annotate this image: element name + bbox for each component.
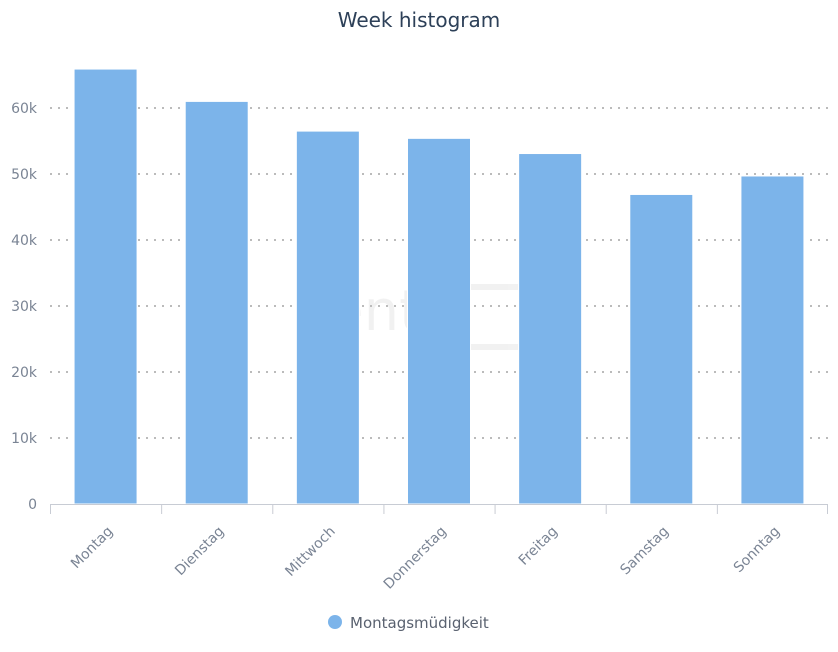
bar-freitag[interactable] bbox=[518, 153, 583, 505]
x-tick-label: Dienstag bbox=[172, 524, 227, 579]
y-tick-label: 10k bbox=[11, 431, 38, 447]
y-tick-label: 20k bbox=[11, 365, 38, 381]
bar-dienstag[interactable] bbox=[184, 100, 249, 505]
legend-marker bbox=[328, 615, 342, 629]
y-tick-label: 0 bbox=[28, 497, 37, 513]
bar-sonntag[interactable] bbox=[740, 175, 805, 505]
y-tick-label: 30k bbox=[11, 299, 38, 315]
x-tick-label: Montag bbox=[68, 524, 116, 572]
bar-samstag[interactable] bbox=[629, 193, 694, 505]
x-tick-label: Donnerstag bbox=[381, 524, 450, 593]
y-tick-label: 50k bbox=[11, 167, 38, 183]
y-tick-label: 40k bbox=[11, 233, 38, 249]
y-tick-label: 60k bbox=[11, 101, 38, 117]
x-tick-label: Sonntag bbox=[731, 524, 783, 576]
chart-title: Week histogram bbox=[338, 8, 501, 32]
bar-mittwoch[interactable] bbox=[295, 130, 360, 505]
x-tick-label: Freitag bbox=[516, 524, 561, 569]
bar-montag[interactable] bbox=[73, 68, 138, 505]
x-tick-label: Mittwoch bbox=[282, 524, 338, 580]
legend-label[interactable]: Montagsmüdigkeit bbox=[350, 614, 489, 632]
legend[interactable]: Montagsmüdigkeit bbox=[328, 614, 489, 632]
x-tick-label: Samstag bbox=[617, 524, 672, 579]
bar-donnerstag[interactable] bbox=[407, 137, 471, 505]
